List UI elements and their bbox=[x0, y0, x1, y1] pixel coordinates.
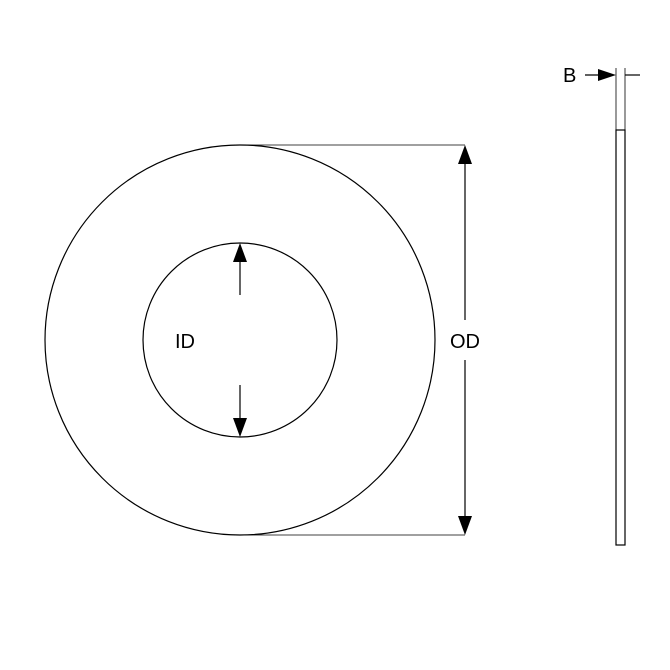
washer-side-view bbox=[616, 130, 625, 545]
od-label: OD bbox=[450, 331, 480, 353]
outer-circle bbox=[45, 145, 435, 535]
washer-diagram: ID OD B bbox=[0, 0, 670, 670]
b-label: B bbox=[563, 65, 576, 87]
od-dimension: OD bbox=[245, 145, 480, 535]
id-dimension: ID bbox=[175, 243, 247, 437]
id-label: ID bbox=[175, 331, 195, 353]
b-dimension: B bbox=[563, 65, 640, 130]
washer-front-view bbox=[45, 145, 435, 535]
